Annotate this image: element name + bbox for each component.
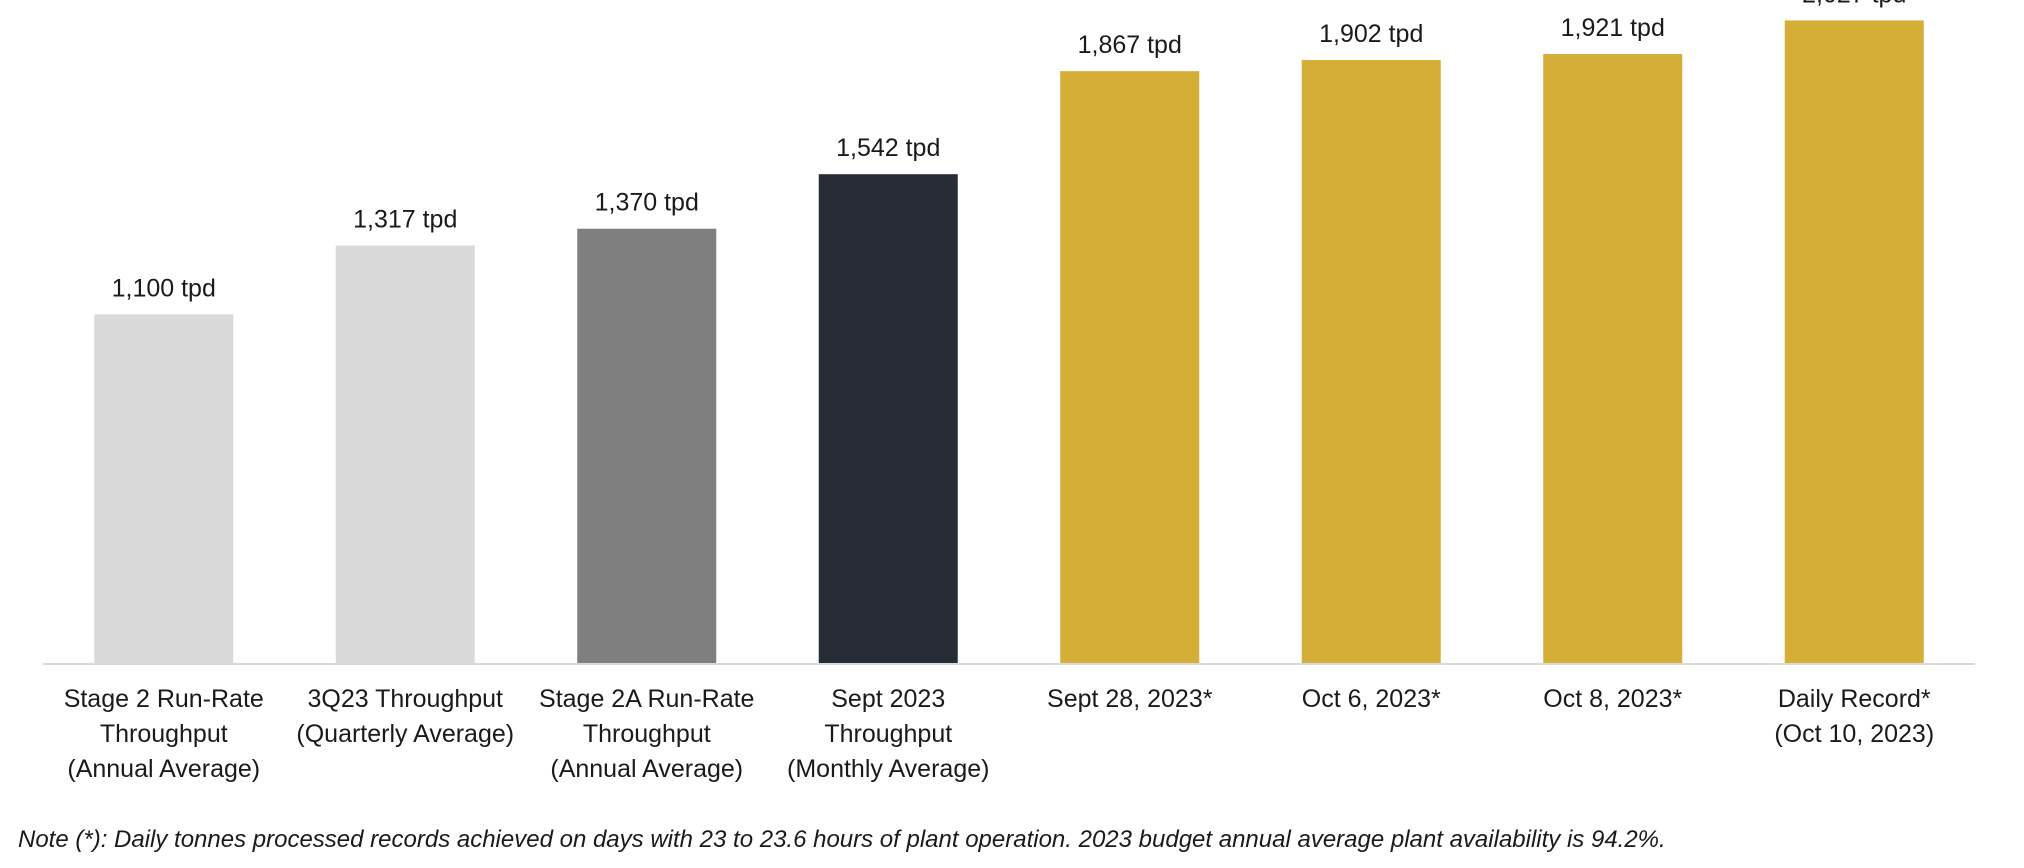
category-labels-group: Stage 2 Run-Rate Throughput (Annual Averag… xyxy=(64,685,1934,783)
category-label-line: Sept 28, 2023* xyxy=(1047,685,1213,713)
bar-value-label: 1,921 tpd xyxy=(1561,14,1665,42)
category-label-line: Daily Record* xyxy=(1778,685,1931,713)
bar-6 xyxy=(1301,60,1441,664)
bar-value-label: 1,867 tpd xyxy=(1078,31,1182,59)
category-label-line: Stage 2A Run-Rate xyxy=(539,685,754,713)
category-label-line: Stage 2 Run-Rate xyxy=(64,685,264,713)
bar-value-label: 1,370 tpd xyxy=(595,189,699,217)
bar-5 xyxy=(1060,71,1200,663)
bar-value-label: 2,027 tpd xyxy=(1802,0,1906,8)
footnote: Note (*): Daily tonnes processed records… xyxy=(18,826,1666,853)
category-label-line: Throughput xyxy=(583,720,711,748)
category-label-line: Oct 8, 2023* xyxy=(1543,685,1682,713)
bar-value-label: 1,317 tpd xyxy=(353,206,457,234)
category-label: Sept 28, 2023* xyxy=(1047,685,1213,713)
bar-2 xyxy=(335,245,475,664)
throughput-bar-chart: 1,100 tpd 1,317 tpd 1,370 tpd 1,542 tpd 1,86… xyxy=(43,0,1975,783)
value-labels-group: 1,100 tpd 1,317 tpd 1,370 tpd 1,542 tpd 1,86… xyxy=(112,0,1907,302)
category-label-line: (Quarterly Average) xyxy=(296,720,514,748)
category-label-line: (Annual Average) xyxy=(550,755,743,783)
category-label: 3Q23 Throughput (Quarterly Average) xyxy=(296,685,514,748)
category-label-line: (Annual Average) xyxy=(67,755,260,783)
bar-3 xyxy=(577,228,717,663)
category-label-line: Throughput xyxy=(100,720,228,748)
category-label-line: Throughput xyxy=(824,720,952,748)
bars-group xyxy=(94,20,1924,664)
bar-value-label: 1,902 tpd xyxy=(1319,20,1423,48)
bar-1 xyxy=(94,314,234,663)
category-label-line: (Oct 10, 2023) xyxy=(1774,720,1934,748)
bar-7 xyxy=(1543,54,1683,664)
category-label-line: (Monthly Average) xyxy=(787,755,989,783)
category-label-line: 3Q23 Throughput xyxy=(307,685,503,713)
bar-8 xyxy=(1784,20,1924,664)
category-label-line: Sept 2023 xyxy=(831,685,945,713)
category-label: Stage 2 Run-Rate Throughput (Annual Averag… xyxy=(64,685,264,783)
category-label: Daily Record* (Oct 10, 2023) xyxy=(1774,685,1934,748)
bar-value-label: 1,100 tpd xyxy=(112,274,216,302)
category-label: Oct 8, 2023* xyxy=(1543,685,1682,713)
category-label: Oct 6, 2023* xyxy=(1302,685,1441,713)
category-label-line: Oct 6, 2023* xyxy=(1302,685,1441,713)
bar-value-label: 1,542 tpd xyxy=(836,134,940,162)
bar-4 xyxy=(818,174,958,663)
category-label: Sept 2023 Throughput (Monthly Average) xyxy=(787,685,989,783)
category-label: Stage 2A Run-Rate Throughput (Annual Avera… xyxy=(539,685,754,783)
